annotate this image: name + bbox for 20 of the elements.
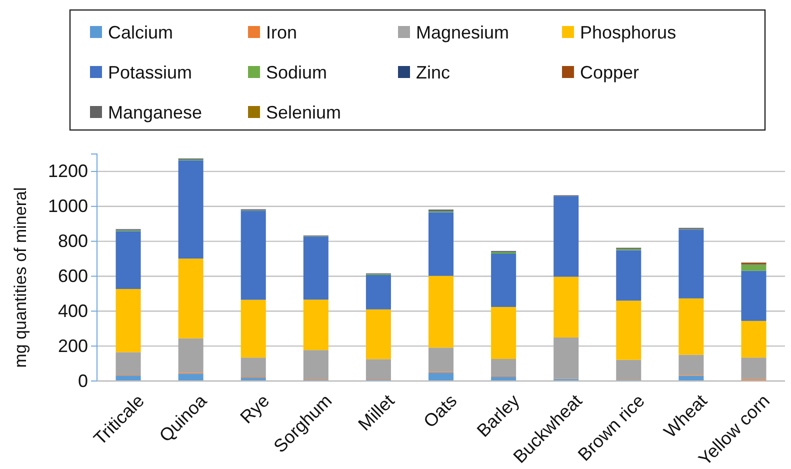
y-tick-label: 0 (78, 370, 88, 391)
y-axis-title: mg quantities of mineral (11, 187, 30, 368)
y-tick-label: 1000 (48, 196, 88, 216)
y-tick-label: 200 (58, 336, 88, 356)
y-tick-label: 800 (58, 231, 88, 252)
y-tick-label: 1200 (48, 161, 88, 182)
legend-label: Calcium (108, 22, 174, 42)
legend-label: Manganese (108, 102, 202, 122)
legend-label: Copper (580, 62, 640, 82)
x-tick-label: Oats (420, 390, 461, 432)
x-tick-label: Rye (236, 390, 274, 428)
legend-label: Magnesium (416, 22, 510, 42)
legend-label: Sodium (266, 62, 328, 82)
y-tick-label: 600 (58, 266, 88, 286)
y-tick-label: 400 (58, 300, 88, 321)
legend-label: Selenium (266, 102, 342, 122)
legend-label: Potassium (108, 62, 192, 82)
legend-label: Iron (266, 22, 298, 42)
legend-label: Zinc (416, 62, 450, 82)
legend-label: Phosphorus (580, 22, 676, 42)
